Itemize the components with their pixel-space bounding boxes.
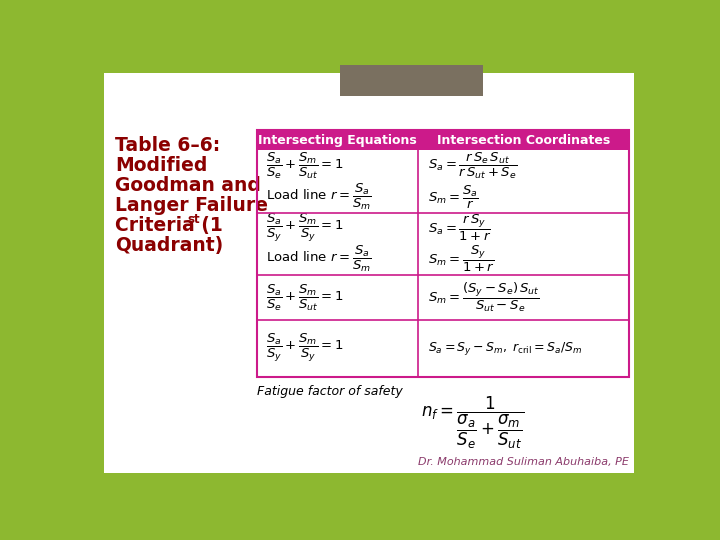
Text: Quadrant): Quadrant)	[114, 236, 223, 255]
Text: Intersecting Equations: Intersecting Equations	[258, 134, 417, 147]
Text: Goodman and: Goodman and	[114, 176, 261, 195]
Text: $\dfrac{S_a}{S_y} + \dfrac{S_m}{S_y} = 1$: $\dfrac{S_a}{S_y} + \dfrac{S_m}{S_y} = 1…	[266, 212, 343, 244]
FancyBboxPatch shape	[256, 130, 629, 150]
Text: $\dfrac{S_a}{S_e} + \dfrac{S_m}{S_{ut}} = 1$: $\dfrac{S_a}{S_e} + \dfrac{S_m}{S_{ut}} …	[266, 282, 343, 313]
Text: $S_a = \dfrac{r\,S_e\,S_{ut}}{r\,S_{ut} + S_e}$: $S_a = \dfrac{r\,S_e\,S_{ut}}{r\,S_{ut} …	[428, 151, 517, 181]
Text: $n_f = \dfrac{1}{\dfrac{\sigma_a}{S_e} + \dfrac{\sigma_m}{S_{ut}}}$: $n_f = \dfrac{1}{\dfrac{\sigma_a}{S_e} +…	[420, 395, 524, 451]
Text: $S_m = \dfrac{(S_y - S_e)\,S_{ut}}{S_{ut} - S_e}$: $S_m = \dfrac{(S_y - S_e)\,S_{ut}}{S_{ut…	[428, 281, 539, 314]
Text: $S_a = S_y - S_m,\; r_{\mathrm{cril}} = S_a/S_m$: $S_a = S_y - S_m,\; r_{\mathrm{cril}} = …	[428, 340, 582, 357]
Text: Load line $r = \dfrac{S_a}{S_m}$: Load line $r = \dfrac{S_a}{S_m}$	[266, 182, 372, 212]
Text: $S_m = \dfrac{S_y}{1 + r}$: $S_m = \dfrac{S_y}{1 + r}$	[428, 244, 495, 274]
Text: Fatigue factor of safety: Fatigue factor of safety	[256, 385, 402, 398]
Bar	[256, 130, 629, 377]
Text: $S_a = \dfrac{r\,S_y}{1 + r}$: $S_a = \dfrac{r\,S_y}{1 + r}$	[428, 213, 491, 243]
Text: Langer Failure: Langer Failure	[114, 195, 268, 215]
FancyBboxPatch shape	[340, 63, 483, 96]
FancyBboxPatch shape	[104, 72, 634, 473]
Text: Intersection Coordinates: Intersection Coordinates	[437, 134, 610, 147]
Text: Load line $r = \dfrac{S_a}{S_m}$: Load line $r = \dfrac{S_a}{S_m}$	[266, 244, 372, 274]
Text: Dr. Mohammad Suliman Abuhaiba, PE: Dr. Mohammad Suliman Abuhaiba, PE	[418, 457, 629, 467]
Text: Table 6–6:: Table 6–6:	[114, 136, 220, 154]
Text: Criteria (1: Criteria (1	[114, 215, 222, 235]
Text: Modified: Modified	[114, 156, 207, 174]
Text: $\dfrac{S_a}{S_y} + \dfrac{S_m}{S_y} = 1$: $\dfrac{S_a}{S_y} + \dfrac{S_m}{S_y} = 1…	[266, 332, 343, 365]
Text: $S_m = \dfrac{S_a}{r}$: $S_m = \dfrac{S_a}{r}$	[428, 184, 478, 211]
Text: st: st	[188, 213, 200, 226]
Text: $\dfrac{S_a}{S_e} + \dfrac{S_m}{S_{ut}} = 1$: $\dfrac{S_a}{S_e} + \dfrac{S_m}{S_{ut}} …	[266, 151, 343, 181]
